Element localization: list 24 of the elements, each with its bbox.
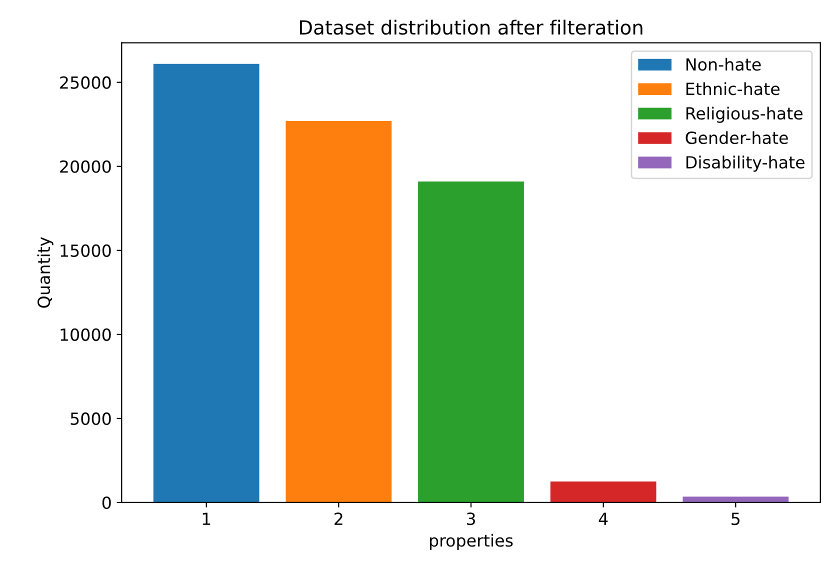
- bar: [418, 181, 524, 502]
- y-tick-label: 0: [102, 496, 111, 510]
- y-tick-label: 5000: [70, 412, 111, 426]
- y-tick-label: 25000: [60, 76, 111, 89]
- x-tick-label: 4: [598, 512, 608, 525]
- legend-label: Non-hate: [686, 58, 761, 71]
- x-axis-title: properties: [430, 534, 513, 550]
- y-tick-label: 10000: [60, 328, 111, 341]
- y-axis-title: Quantity: [37, 237, 54, 308]
- x-tick-label: 2: [334, 512, 342, 525]
- legend-label: Ethnic-hate: [686, 82, 780, 96]
- bar: [153, 64, 260, 502]
- x-tick-label: 1: [202, 512, 210, 525]
- legend-label: Gender-hate: [686, 131, 788, 144]
- x-tick-label: 5: [732, 512, 740, 526]
- bar: [682, 496, 789, 502]
- x-tick-label: 3: [466, 512, 475, 526]
- bar: [286, 120, 392, 502]
- bar: [550, 481, 656, 502]
- legend-label: Religious-hate: [686, 106, 803, 123]
- legend-label: Disability-hate: [686, 156, 804, 172]
- y-tick-label: 15000: [60, 244, 111, 257]
- chart-title: Dataset distribution after filteration: [300, 20, 642, 35]
- y-tick-label: 20000: [60, 160, 111, 173]
